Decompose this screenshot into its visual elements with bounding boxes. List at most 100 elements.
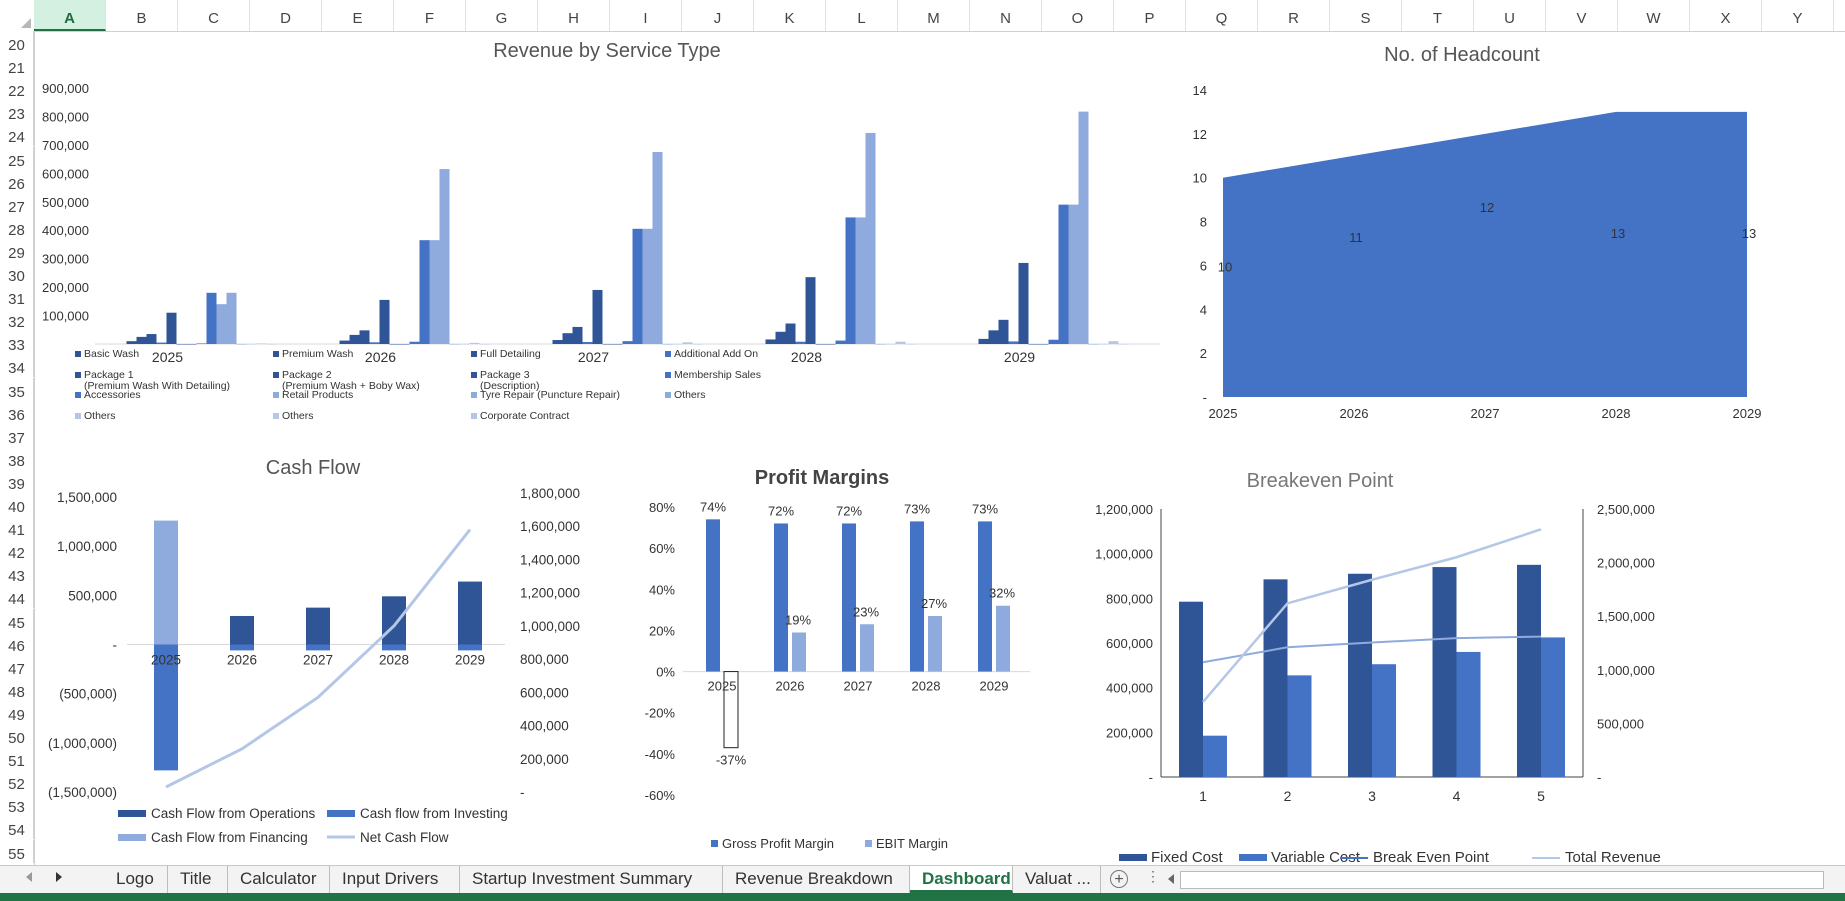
select-all-button[interactable] <box>0 0 35 31</box>
legend-swatch <box>75 351 81 357</box>
row-header-44[interactable]: 44 <box>0 585 34 609</box>
column-header-h[interactable]: H <box>538 0 610 31</box>
row-header-46[interactable]: 46 <box>0 631 34 655</box>
dashboard-charts: Revenue by Service Type 100,000 200,000 300… <box>42 40 1762 866</box>
sheet-tab-input-drivers[interactable]: Input Drivers <box>330 866 460 893</box>
new-sheet-plus-icon[interactable]: + <box>1110 870 1128 888</box>
revenue-by-service-type-chart[interactable]: Revenue by Service Type 100,000 200,000 300… <box>42 40 1160 422</box>
column-header-u[interactable]: U <box>1474 0 1546 31</box>
sheet-tab-valuat[interactable]: Valuat ... <box>1013 866 1101 893</box>
row-header-24[interactable]: 24 <box>0 123 34 147</box>
row-header-36[interactable]: 36 <box>0 400 34 424</box>
column-header-c[interactable]: C <box>178 0 250 31</box>
column-header-g[interactable]: G <box>466 0 538 31</box>
sheet-tab-calculator[interactable]: Calculator <box>228 866 330 893</box>
row-header-31[interactable]: 31 <box>0 285 34 309</box>
legend-item: Cash flow from Investing <box>360 806 508 821</box>
row-header-52[interactable]: 52 <box>0 770 34 794</box>
column-header-d[interactable]: D <box>250 0 322 31</box>
row-header-37[interactable]: 37 <box>0 423 34 447</box>
sheet-tab-startup-investment-summary[interactable]: Startup Investment Summary <box>460 866 723 893</box>
row-header-28[interactable]: 28 <box>0 215 34 239</box>
column-header-m[interactable]: M <box>898 0 970 31</box>
column-header-n[interactable]: N <box>970 0 1042 31</box>
row-header-39[interactable]: 39 <box>0 469 34 493</box>
row-header-42[interactable]: 42 <box>0 539 34 563</box>
column-header-t[interactable]: T <box>1402 0 1474 31</box>
row-header-27[interactable]: 27 <box>0 192 34 216</box>
column-header-q[interactable]: Q <box>1186 0 1258 31</box>
bar <box>582 342 593 344</box>
row-header-38[interactable]: 38 <box>0 446 34 470</box>
row-header-21[interactable]: 21 <box>0 54 34 78</box>
row-header-55[interactable]: 55 <box>0 839 34 863</box>
column-header-b[interactable]: B <box>106 0 178 31</box>
row-header-33[interactable]: 33 <box>0 331 34 355</box>
row-header-26[interactable]: 26 <box>0 169 34 193</box>
row-header-41[interactable]: 41 <box>0 516 34 540</box>
column-header-s[interactable]: S <box>1330 0 1402 31</box>
row-header-51[interactable]: 51 <box>0 747 34 771</box>
sheet-tab-dashboard[interactable]: Dashboard <box>910 866 1013 893</box>
bar <box>775 331 786 344</box>
sheet-tab-title[interactable]: Title <box>168 866 228 893</box>
horizontal-scrollbar[interactable] <box>1180 871 1824 889</box>
column-header-l[interactable]: L <box>826 0 898 31</box>
row-header-22[interactable]: 22 <box>0 77 34 101</box>
column-header-i[interactable]: I <box>610 0 682 31</box>
sheet-tab-logo[interactable]: Logo <box>104 866 168 893</box>
row-header-45[interactable]: 45 <box>0 608 34 632</box>
total-revenue-line <box>1202 528 1542 703</box>
row-header-40[interactable]: 40 <box>0 493 34 517</box>
bar <box>988 330 999 344</box>
row-header-32[interactable]: 32 <box>0 308 34 332</box>
column-header-j[interactable]: J <box>682 0 754 31</box>
row-header-29[interactable]: 29 <box>0 238 34 262</box>
column-header-x[interactable]: X <box>1690 0 1762 31</box>
column-header-o[interactable]: O <box>1042 0 1114 31</box>
sheet-tab-bar: Logo Title Calculator Input Drivers Startup … <box>0 865 1845 894</box>
row-header-50[interactable]: 50 <box>0 724 34 748</box>
scrollbar-left-arrow-icon[interactable] <box>1168 874 1174 884</box>
column-header-f[interactable]: F <box>394 0 466 31</box>
row-header-35[interactable]: 35 <box>0 377 34 401</box>
row-header-25[interactable]: 25 <box>0 146 34 170</box>
column-header-p[interactable]: P <box>1114 0 1186 31</box>
column-header-w[interactable]: W <box>1618 0 1690 31</box>
headcount-chart[interactable]: No. of Headcount - 2 4 6 8 10 12 14 10 11 12 13 13 202… <box>1193 44 1762 421</box>
row-header-20[interactable]: 20 <box>0 31 34 55</box>
column-header-r[interactable]: R <box>1258 0 1330 31</box>
column-header-k[interactable]: K <box>754 0 826 31</box>
y2-tick-label: 800,000 <box>520 652 569 667</box>
y-tick-label: 12 <box>1193 127 1207 142</box>
row-header-48[interactable]: 48 <box>0 677 34 701</box>
row-header-34[interactable]: 34 <box>0 354 34 378</box>
bar <box>765 339 776 344</box>
row-header-47[interactable]: 47 <box>0 654 34 678</box>
column-header-v[interactable]: V <box>1546 0 1618 31</box>
column-header-a[interactable]: A <box>34 0 106 31</box>
breakeven-point-chart[interactable]: Breakeven Point - 200,000 400,000 600,000 800… <box>1095 470 1661 866</box>
data-label: 72% <box>768 503 794 518</box>
more-options-icon[interactable]: ⋮ <box>1146 868 1160 884</box>
y-tick-label: (500,000) <box>59 687 117 702</box>
legend-swatch <box>665 351 671 357</box>
row-header-30[interactable]: 30 <box>0 262 34 286</box>
row-header-49[interactable]: 49 <box>0 700 34 724</box>
cash-flow-chart[interactable]: Cash Flow (1,500,000) (1,000,000) (500,000)… <box>48 457 580 845</box>
bar <box>359 330 370 344</box>
bar <box>632 228 643 344</box>
profit-margins-chart[interactable]: Profit Margins -60% -40% -20% 0% 20% 40% 60% 80%… <box>645 467 1030 851</box>
row-header-54[interactable]: 54 <box>0 816 34 840</box>
row-header-23[interactable]: 23 <box>0 100 34 124</box>
row-header-43[interactable]: 43 <box>0 562 34 586</box>
column-header-e[interactable]: E <box>322 0 394 31</box>
scroll-tabs-left-icon[interactable] <box>26 872 32 882</box>
column-header-y[interactable]: Y <box>1762 0 1834 31</box>
row-header-53[interactable]: 53 <box>0 793 34 817</box>
scroll-tabs-right-icon[interactable] <box>56 872 62 882</box>
bar <box>662 344 673 345</box>
y-tick-label: 60% <box>649 541 675 556</box>
bar <box>835 340 846 344</box>
sheet-tab-revenue-breakdown[interactable]: Revenue Breakdown <box>723 866 910 893</box>
